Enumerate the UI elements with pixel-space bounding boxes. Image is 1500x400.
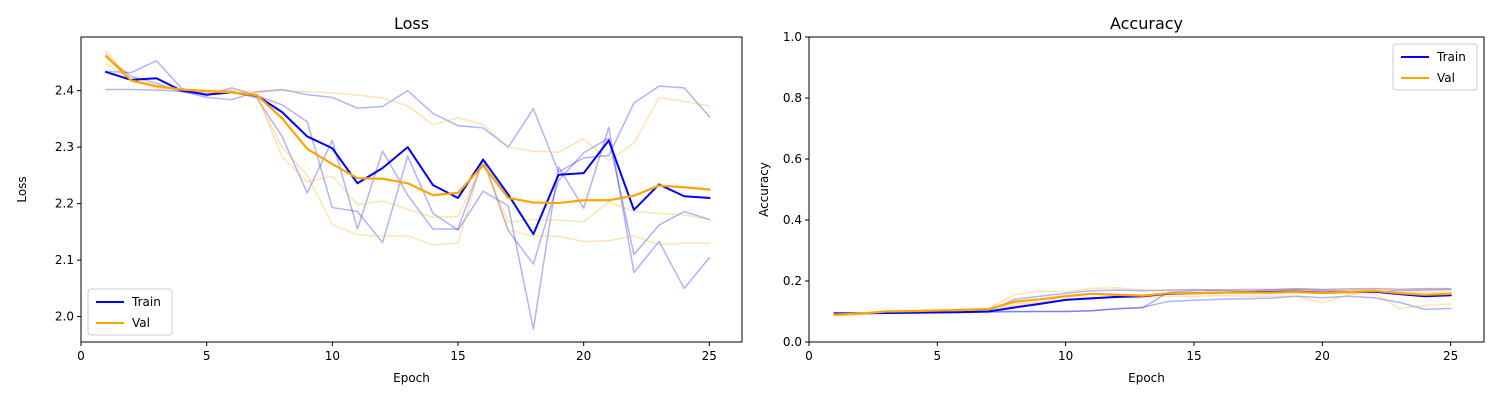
- accuracy-y-tick-label: 0.6: [783, 152, 802, 166]
- loss-y-axis-label: Loss: [15, 176, 29, 202]
- loss-run-4-line: [105, 55, 711, 265]
- loss-x-tick-label: 5: [203, 349, 211, 363]
- loss-series-group: [104, 50, 711, 330]
- loss-run-2-line: [105, 85, 711, 173]
- accuracy-chart: 0 5 10 15 20 25 0.0 0.2 0.4 0.6 0.8 1.0 Accuracy Epoc…: [757, 14, 1485, 385]
- loss-x-tick-label: 10: [325, 349, 340, 363]
- accuracy-y-tick-label: 0.2: [783, 274, 802, 288]
- loss-val-line: [104, 54, 711, 205]
- loss-run-5-line: [105, 50, 711, 162]
- loss-axes-frame: [80, 36, 743, 343]
- accuracy-legend: Train Val: [1392, 43, 1478, 91]
- accuracy-legend-label-val: Val: [1437, 71, 1455, 85]
- accuracy-x-tick-label: 0: [805, 349, 813, 363]
- accuracy-y-tick-label: 0.4: [783, 213, 802, 227]
- loss-x-tick-label: 25: [702, 349, 717, 363]
- accuracy-x-tick-label: 10: [1058, 349, 1073, 363]
- accuracy-val-line: [833, 289, 1452, 316]
- loss-title: Loss: [394, 14, 429, 33]
- accuracy-y-tick-label: 0.0: [783, 335, 802, 349]
- accuracy-y-tick-label: 0.8: [783, 91, 802, 105]
- loss-x-tick-label: 20: [576, 349, 591, 363]
- accuracy-x-tick-label: 25: [1443, 349, 1458, 363]
- accuracy-x-tick-label: 5: [934, 349, 942, 363]
- accuracy-legend-label-train: Train: [1436, 50, 1466, 64]
- loss-x-tick-label: 0: [77, 349, 85, 363]
- loss-x-axis-label: Epoch: [393, 371, 430, 385]
- accuracy-title: Accuracy: [1110, 14, 1183, 33]
- loss-legend-label-val: Val: [132, 316, 150, 330]
- loss-y-tick-label: 2.4: [55, 84, 74, 98]
- loss-run-6-line: [105, 52, 711, 224]
- accuracy-y-axis-label: Accuracy: [757, 162, 771, 217]
- loss-legend: Train Val: [87, 288, 173, 336]
- accuracy-y-tick-label: 1.0: [783, 30, 802, 44]
- loss-x-tick-label: 15: [450, 349, 465, 363]
- loss-y-tick-label: 2.0: [55, 310, 74, 324]
- loss-y-tick-label: 2.2: [55, 197, 74, 211]
- loss-chart: 0 5 10 15 20 25 2.0 2.1 2.2 2.3 2.4 Loss Epoch Loss Tr…: [15, 14, 743, 385]
- loss-y-tick-label: 2.3: [55, 140, 74, 154]
- loss-train-line: [104, 70, 711, 236]
- accuracy-series-group: [833, 286, 1452, 317]
- loss-run-3-line: [105, 59, 711, 330]
- loss-legend-label-train: Train: [131, 295, 161, 309]
- accuracy-x-tick-label: 15: [1186, 349, 1201, 363]
- accuracy-axes-frame: [808, 36, 1485, 343]
- loss-y-tick-label: 2.1: [55, 253, 74, 267]
- accuracy-x-tick-label: 20: [1315, 349, 1330, 363]
- accuracy-x-axis-label: Epoch: [1128, 371, 1165, 385]
